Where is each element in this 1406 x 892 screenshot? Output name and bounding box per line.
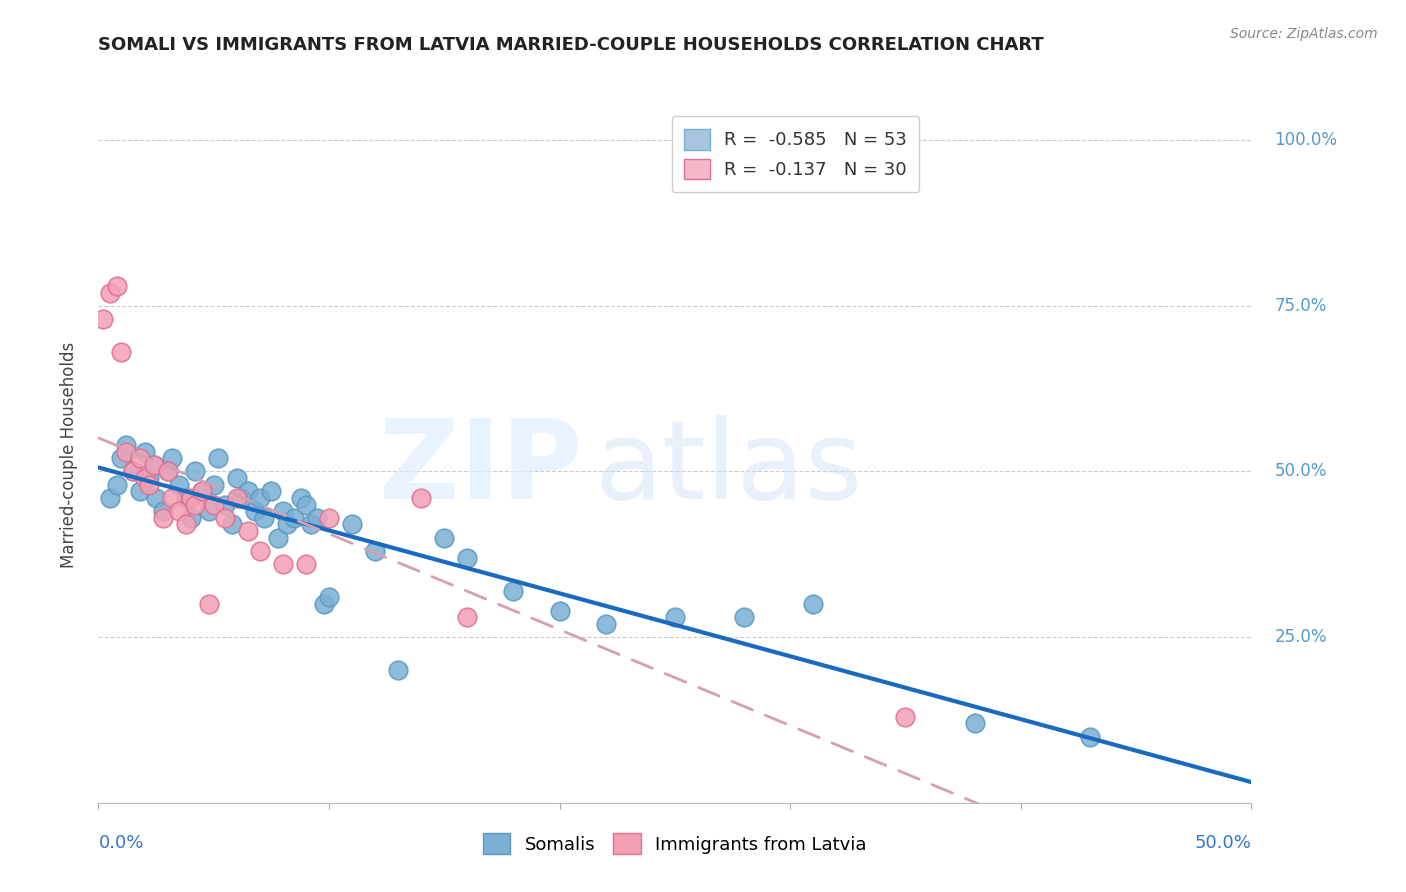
Point [411,491,433,505]
Point [260,484,283,499]
Point [307,511,329,525]
Y-axis label: Married-couple Households: Married-couple Households [59,342,77,568]
Point [231,491,253,505]
Point [502,583,524,598]
Point [191,484,214,499]
Point [122,465,145,479]
Point [1078,730,1101,744]
Point [433,531,456,545]
Text: 75.0%: 75.0% [1274,297,1327,315]
Point [238,524,260,538]
Point [174,491,197,505]
Point [198,597,221,611]
Point [160,491,183,505]
Point [98,285,121,300]
Point [253,511,276,525]
Point [184,465,207,479]
Point [134,471,156,485]
Point [318,591,340,605]
Point [387,663,409,677]
Point [276,517,298,532]
Point [364,544,387,558]
Point [180,511,202,525]
Text: 0.0%: 0.0% [98,834,143,852]
Text: 25.0%: 25.0% [1274,628,1327,646]
Text: Source: ZipAtlas.com: Source: ZipAtlas.com [1230,27,1378,41]
Text: ZIP: ZIP [380,416,582,523]
Point [249,544,271,558]
Point [963,716,986,731]
Point [98,491,121,505]
Point [271,558,294,572]
Point [733,610,755,624]
Point [295,498,318,512]
Point [184,498,207,512]
Point [145,491,167,505]
Point [214,498,236,512]
Point [664,610,686,624]
Point [180,491,202,505]
Point [207,451,229,466]
Point [249,491,271,505]
Point [225,471,247,485]
Point [174,517,197,532]
Point [299,517,322,532]
Point [167,504,190,518]
Point [801,597,824,611]
Point [134,444,156,458]
Point [225,491,247,505]
Point [295,558,318,572]
Point [340,517,363,532]
Point [271,504,294,518]
Point [267,531,290,545]
Point [110,345,132,359]
Legend: Somalis, Immigrants from Latvia: Somalis, Immigrants from Latvia [474,824,876,863]
Point [156,465,179,479]
Point [115,438,138,452]
Point [160,451,183,466]
Point [105,477,128,491]
Point [129,451,152,466]
Point [142,458,165,472]
Text: SOMALI VS IMMIGRANTS FROM LATVIA MARRIED-COUPLE HOUSEHOLDS CORRELATION CHART: SOMALI VS IMMIGRANTS FROM LATVIA MARRIED… [98,36,1045,54]
Point [138,471,160,485]
Point [110,451,132,466]
Point [91,312,114,326]
Point [167,477,190,491]
Point [129,484,152,499]
Point [894,709,917,723]
Text: 100.0%: 100.0% [1274,131,1337,149]
Point [152,504,174,518]
Text: 50.0%: 50.0% [1274,462,1327,481]
Text: atlas: atlas [595,416,863,523]
Point [122,465,145,479]
Point [283,511,305,525]
Point [214,511,236,525]
Point [142,458,165,472]
Text: 50.0%: 50.0% [1195,834,1251,852]
Point [198,504,221,518]
Point [245,504,267,518]
Point [314,597,336,611]
Point [115,444,138,458]
Point [318,511,340,525]
Point [548,604,571,618]
Point [238,484,260,499]
Point [156,465,179,479]
Point [595,616,617,631]
Point [290,491,312,505]
Point [456,550,478,565]
Point [221,517,243,532]
Point [105,279,128,293]
Point [138,477,160,491]
Point [202,498,225,512]
Point [152,511,174,525]
Point [202,477,225,491]
Point [456,610,478,624]
Point [191,484,214,499]
